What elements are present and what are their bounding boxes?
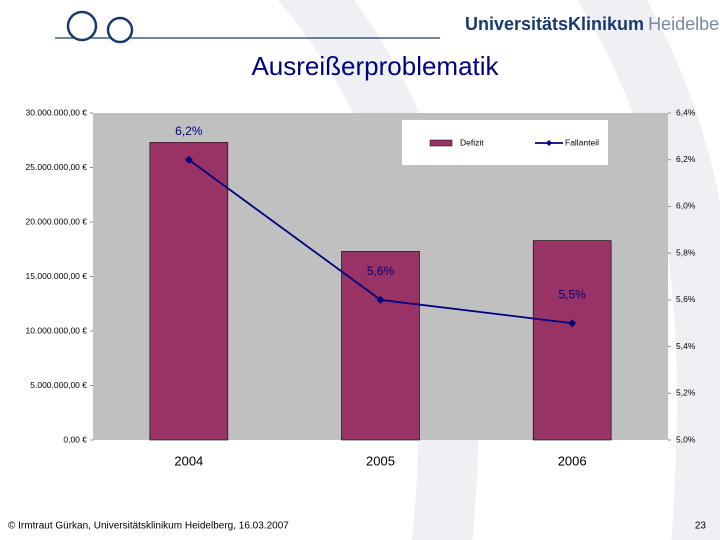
y2-tick-label: 5,2% <box>676 388 696 398</box>
y2-tick-label: 5,6% <box>676 294 696 304</box>
page-number: 23 <box>695 521 707 532</box>
legend-label: Defizit <box>460 137 484 147</box>
data-label: 6,2% <box>175 124 203 138</box>
marker <box>568 319 577 328</box>
y-tick-label: 20.000.000,00 € <box>26 216 88 226</box>
y-tick-label: 5.000.000,00 € <box>30 380 87 390</box>
marker <box>184 155 193 164</box>
y2-tick-label: 6,0% <box>676 201 696 211</box>
chart: 0,00 € 5.000.000,00 € 10.000.000,00 € 15.00… <box>26 107 696 468</box>
y2-tick-label: 5,0% <box>676 434 696 444</box>
x-tick-label: 2004 <box>174 453 203 468</box>
y-tick-label: 15.000.000,00 € <box>26 271 88 281</box>
y2-tick-label: 6,4% <box>676 107 696 117</box>
y2-tick-label: 5,4% <box>676 341 696 351</box>
logo <box>55 10 440 44</box>
marker <box>376 295 385 304</box>
chart-title: Ausreißerproblematik <box>251 51 499 81</box>
data-label: 5,6% <box>367 264 395 278</box>
y-tick-label: 0,00 € <box>63 434 87 444</box>
x-tick-label: 2005 <box>366 453 395 468</box>
y2-tick-label: 5,8% <box>676 247 696 257</box>
legend-marker <box>546 140 552 146</box>
legend-label: Fallanteil <box>565 137 599 147</box>
brand: UniversitätsKlinikumHeidelberg <box>465 14 720 34</box>
y-tick-label: 30.000.000,00 € <box>26 107 88 117</box>
legend-swatch <box>429 139 453 147</box>
x-tick-label: 2006 <box>558 453 587 468</box>
bar <box>341 251 420 441</box>
data-label: 5,5% <box>558 287 586 301</box>
y2-tick-label: 6,2% <box>676 154 696 164</box>
footer-credit: © Irmtraut Gürkan, Universitätsklinikum … <box>8 521 289 532</box>
decoration <box>577 0 720 540</box>
y-tick-label: 25.000.000,00 € <box>26 162 88 172</box>
bar <box>149 142 229 441</box>
y-tick-label: 10.000.000,00 € <box>26 325 88 335</box>
bar <box>532 240 612 441</box>
